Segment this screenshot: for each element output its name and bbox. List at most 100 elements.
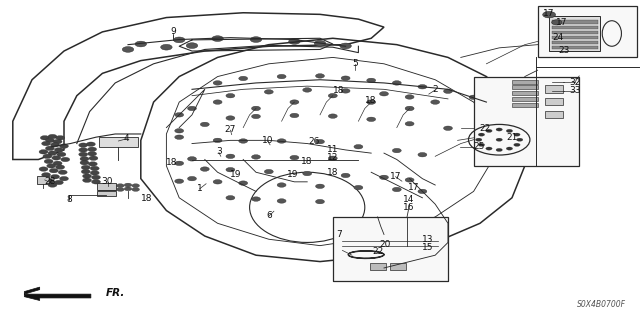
Text: 18: 18 — [327, 168, 339, 177]
Circle shape — [226, 196, 235, 200]
Circle shape — [506, 147, 513, 150]
Circle shape — [49, 168, 58, 173]
Circle shape — [175, 135, 184, 139]
Circle shape — [45, 179, 54, 183]
Bar — [97, 191, 116, 196]
Text: 24: 24 — [552, 33, 564, 42]
Circle shape — [496, 138, 502, 141]
Text: 22: 22 — [479, 124, 491, 133]
Circle shape — [80, 157, 89, 161]
Bar — [552, 46, 598, 49]
Text: 11: 11 — [327, 145, 339, 154]
Bar — [552, 31, 598, 34]
Circle shape — [40, 136, 49, 140]
Circle shape — [186, 43, 198, 48]
Circle shape — [354, 185, 363, 190]
Circle shape — [277, 183, 286, 187]
Circle shape — [226, 93, 235, 98]
Circle shape — [367, 100, 376, 104]
Circle shape — [56, 136, 65, 140]
Text: 30: 30 — [102, 177, 113, 186]
Bar — [512, 80, 538, 84]
Circle shape — [239, 181, 248, 185]
Circle shape — [42, 173, 51, 177]
Circle shape — [239, 76, 248, 81]
Bar — [552, 36, 598, 39]
Circle shape — [43, 154, 52, 159]
Circle shape — [200, 122, 209, 127]
Bar — [512, 85, 538, 89]
Bar — [37, 176, 49, 184]
Circle shape — [328, 114, 337, 118]
Bar — [552, 20, 598, 24]
Circle shape — [367, 78, 376, 83]
Circle shape — [39, 150, 48, 154]
Circle shape — [478, 143, 484, 146]
Circle shape — [354, 145, 363, 149]
Bar — [97, 183, 116, 190]
Text: 27: 27 — [225, 125, 236, 134]
Circle shape — [516, 138, 523, 141]
Circle shape — [252, 197, 260, 201]
Text: 18: 18 — [166, 158, 177, 167]
Circle shape — [51, 174, 60, 179]
Circle shape — [48, 183, 57, 187]
Bar — [538, 6, 637, 57]
Circle shape — [175, 129, 184, 133]
Circle shape — [316, 199, 324, 204]
Text: 17: 17 — [556, 18, 568, 27]
Circle shape — [277, 139, 286, 143]
Circle shape — [514, 133, 520, 136]
Circle shape — [213, 100, 222, 104]
Bar — [512, 103, 538, 107]
Circle shape — [54, 180, 63, 185]
Text: 2: 2 — [433, 85, 438, 94]
Text: 22: 22 — [372, 247, 383, 256]
Text: 20: 20 — [380, 240, 391, 249]
Circle shape — [478, 133, 484, 136]
Circle shape — [380, 92, 388, 96]
Circle shape — [52, 156, 61, 160]
Circle shape — [39, 167, 48, 171]
Circle shape — [56, 165, 65, 169]
Circle shape — [79, 152, 88, 157]
Circle shape — [175, 161, 184, 166]
Circle shape — [88, 152, 97, 156]
Circle shape — [58, 170, 67, 174]
Text: 26: 26 — [308, 137, 319, 146]
Bar — [549, 16, 600, 51]
Circle shape — [44, 159, 53, 164]
Circle shape — [316, 74, 324, 78]
Circle shape — [314, 41, 326, 46]
Text: 32: 32 — [569, 78, 580, 87]
Text: 9: 9 — [170, 27, 175, 36]
Circle shape — [277, 199, 286, 203]
Text: 5: 5 — [353, 59, 358, 68]
Circle shape — [486, 147, 492, 150]
Circle shape — [444, 126, 452, 130]
Text: 1: 1 — [197, 184, 202, 193]
Circle shape — [496, 148, 502, 152]
Circle shape — [316, 139, 324, 144]
Text: 16: 16 — [403, 204, 414, 212]
Text: 23: 23 — [559, 46, 570, 55]
Bar — [552, 26, 598, 29]
Circle shape — [405, 106, 414, 111]
Bar — [390, 263, 406, 270]
Circle shape — [486, 129, 492, 132]
Text: 10: 10 — [262, 136, 273, 145]
Circle shape — [60, 176, 68, 181]
Circle shape — [380, 175, 388, 180]
Circle shape — [264, 169, 273, 174]
Circle shape — [88, 147, 97, 152]
Circle shape — [124, 187, 132, 191]
Circle shape — [213, 81, 222, 85]
Circle shape — [188, 176, 196, 181]
Text: 12: 12 — [327, 153, 339, 162]
Circle shape — [132, 188, 140, 191]
Circle shape — [200, 167, 209, 171]
Text: 25: 25 — [473, 142, 484, 151]
Circle shape — [418, 189, 427, 194]
Circle shape — [45, 138, 54, 143]
Circle shape — [341, 76, 350, 80]
